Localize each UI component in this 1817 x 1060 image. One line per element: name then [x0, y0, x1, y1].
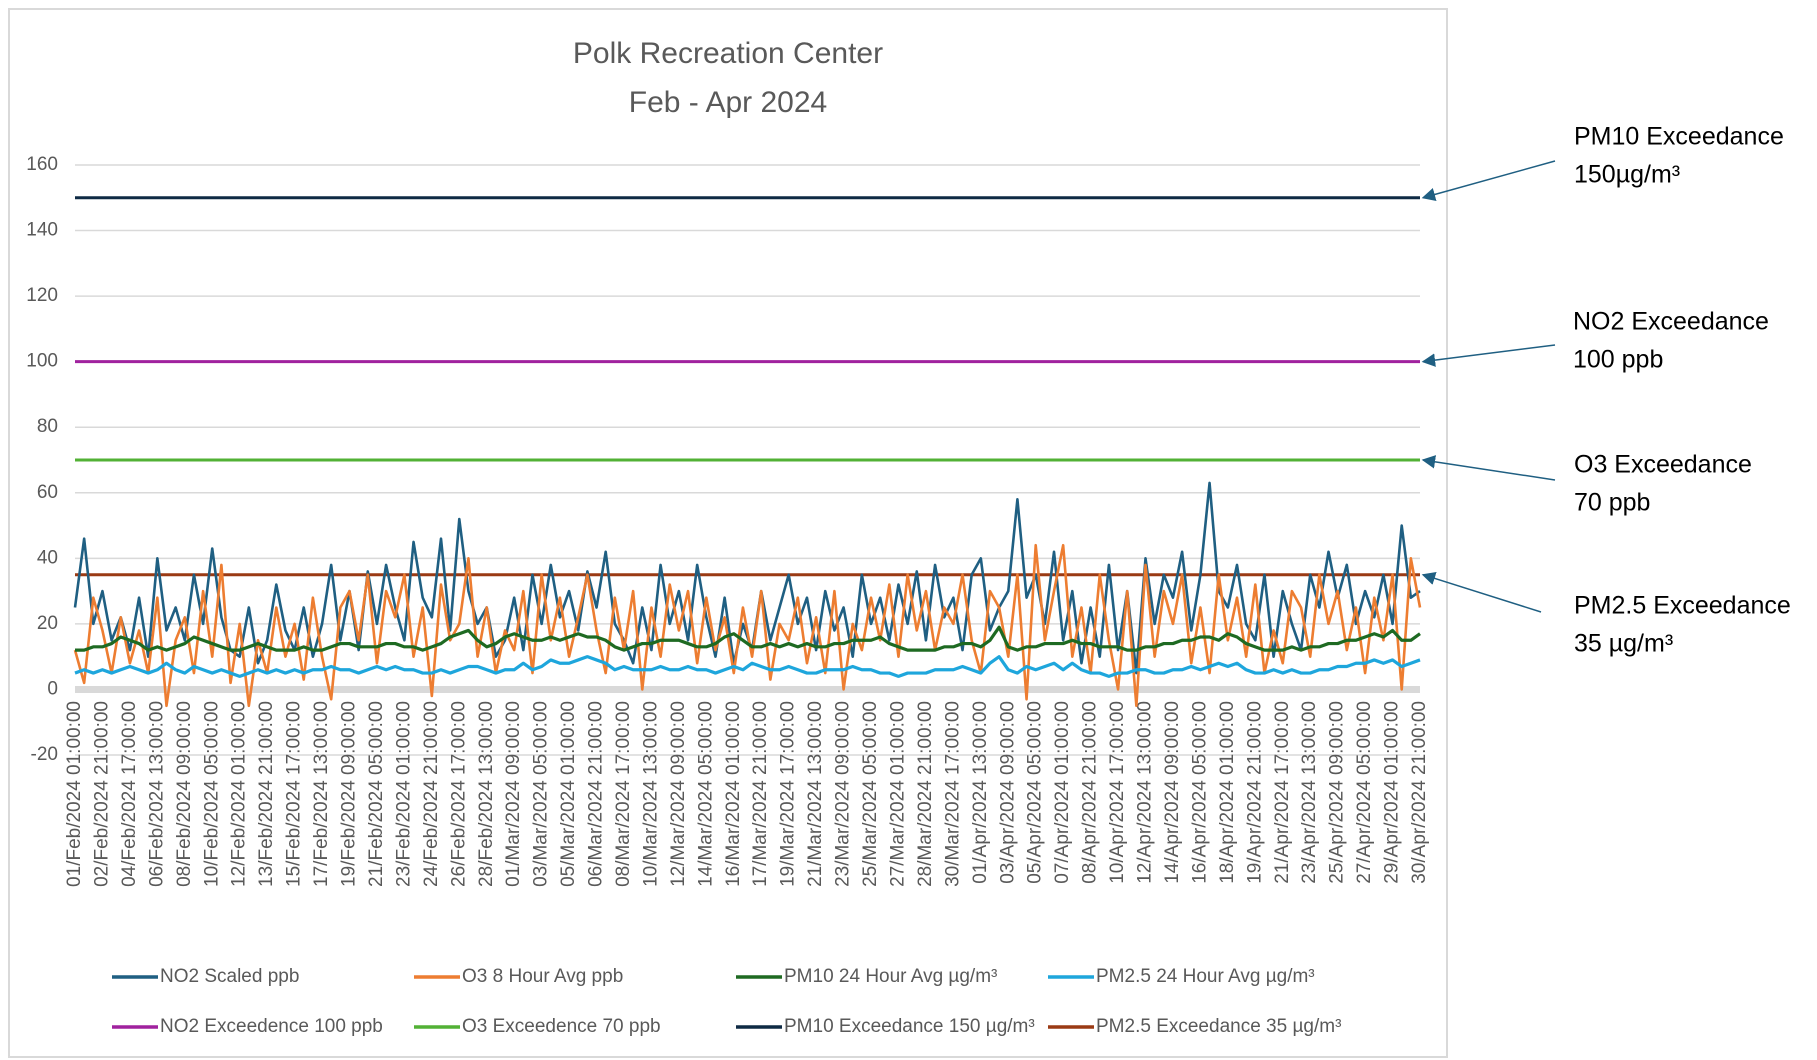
x-tick-label: 25/Apr/2024 09:00:00: [1327, 701, 1348, 884]
x-tick-label: 23/Feb/2024 01:00:00: [393, 701, 414, 887]
x-tick-label: 28/Mar/2024 21:00:00: [915, 701, 936, 887]
y-tick-label: -20: [31, 744, 58, 765]
y-tick-label: 40: [37, 547, 58, 568]
y-tick-label: 20: [37, 613, 58, 634]
x-tick-label: 17/Mar/2024 21:00:00: [750, 701, 771, 887]
x-tick-label: 26/Feb/2024 17:00:00: [448, 701, 469, 887]
x-tick-label: 12/Feb/2024 01:00:00: [229, 701, 250, 887]
legend-label: PM2.5 24 Hour Avg µg/m³: [1096, 966, 1315, 987]
y-tick-label: 80: [37, 416, 58, 437]
annotation: PM10 Exceedance: [1574, 123, 1784, 151]
chart-subtitle: Feb - Apr 2024: [629, 86, 827, 119]
annotation: NO2 Exceedance: [1573, 308, 1769, 336]
x-tick-label: 06/Mar/2024 21:00:00: [586, 701, 607, 887]
y-tick-label: 60: [37, 482, 58, 503]
y-tick-label: 160: [26, 154, 58, 175]
x-tick-label: 01/Apr/2024 13:00:00: [970, 701, 991, 884]
x-tick-label: 30/Mar/2024 17:00:00: [942, 701, 963, 887]
annotation: PM2.5 Exceedance: [1574, 592, 1791, 620]
x-tick-label: 21/Feb/2024 05:00:00: [366, 701, 387, 887]
x-tick-label: 18/Apr/2024 01:00:00: [1217, 701, 1238, 884]
x-tick-label: 28/Feb/2024 13:00:00: [476, 701, 497, 887]
x-tick-label: 27/Mar/2024 01:00:00: [887, 701, 908, 887]
x-tick-label: 07/Apr/2024 01:00:00: [1052, 701, 1073, 884]
y-tick-label: 140: [26, 220, 58, 241]
legend-label: O3 8 Hour Avg ppb: [462, 966, 623, 987]
x-tick-label: 19/Mar/2024 17:00:00: [778, 701, 799, 887]
x-tick-label: 19/Feb/2024 09:00:00: [339, 701, 360, 887]
annotation: 100 ppb: [1573, 346, 1663, 374]
y-tick-label: 100: [26, 351, 58, 372]
x-tick-label: 01/Mar/2024 09:00:00: [503, 701, 524, 887]
x-tick-label: 14/Mar/2024 05:00:00: [695, 701, 716, 887]
x-tick-label: 12/Mar/2024 09:00:00: [668, 701, 689, 887]
x-tick-label: 25/Mar/2024 05:00:00: [860, 701, 881, 887]
x-tick-label: 08/Feb/2024 09:00:00: [174, 701, 195, 887]
x-tick-label: 24/Feb/2024 21:00:00: [421, 701, 442, 887]
x-tick-label: 08/Apr/2024 21:00:00: [1080, 701, 1101, 884]
x-tick-label: 05/Apr/2024 05:00:00: [1025, 701, 1046, 884]
x-tick-label: 19/Apr/2024 21:00:00: [1244, 701, 1265, 884]
x-tick-label: 21/Apr/2024 17:00:00: [1272, 701, 1293, 884]
x-tick-label: 21/Mar/2024 13:00:00: [805, 701, 826, 887]
x-tick-label: 03/Apr/2024 09:00:00: [997, 701, 1018, 884]
y-tick-label: 0: [47, 678, 58, 699]
chart-frame: [8, 8, 1448, 1058]
x-tick-label: 10/Feb/2024 05:00:00: [201, 701, 222, 887]
legend-label: NO2 Scaled ppb: [160, 966, 299, 987]
x-tick-label: 23/Mar/2024 09:00:00: [833, 701, 854, 887]
x-tick-label: 03/Mar/2024 05:00:00: [531, 701, 552, 887]
x-tick-label: 04/Feb/2024 17:00:00: [119, 701, 140, 887]
x-tick-label: 01/Feb/2024 01:00:00: [64, 701, 85, 887]
y-tick-label: 120: [26, 285, 58, 306]
x-tick-label: 10/Apr/2024 17:00:00: [1107, 701, 1128, 884]
x-tick-label: 23/Apr/2024 13:00:00: [1299, 701, 1320, 884]
legend-label: PM2.5 Exceedance 35 µg/m³: [1096, 1016, 1341, 1037]
x-tick-label: 08/Mar/2024 17:00:00: [613, 701, 634, 887]
annotation-arrow: [1421, 160, 1556, 202]
x-tick-label: 29/Apr/2024 01:00:00: [1382, 701, 1403, 884]
x-tick-label: 30/Apr/2024 21:00:00: [1409, 701, 1430, 884]
x-tick-label: 13/Feb/2024 21:00:00: [256, 701, 277, 887]
x-tick-label: 14/Apr/2024 09:00:00: [1162, 701, 1183, 884]
annotation: 70 ppb: [1574, 489, 1650, 517]
annotation-arrow: [1421, 455, 1556, 481]
annotation-arrow: [1421, 571, 1542, 613]
x-tick-label: 15/Feb/2024 17:00:00: [284, 701, 305, 887]
x-tick-label: 17/Feb/2024 13:00:00: [311, 701, 332, 887]
x-tick-label: 27/Apr/2024 05:00:00: [1354, 701, 1375, 884]
x-tick-label: 12/Apr/2024 13:00:00: [1135, 701, 1156, 884]
annotation-arrow: [1421, 344, 1556, 367]
x-tick-label: 16/Mar/2024 01:00:00: [723, 701, 744, 887]
x-tick-label: 06/Feb/2024 13:00:00: [146, 701, 167, 887]
legend-label: O3 Exceedence 70 ppb: [462, 1016, 661, 1037]
series-line: [73, 543, 1422, 708]
legend-label: PM10 24 Hour Avg µg/m³: [784, 966, 997, 987]
annotation: 150µg/m³: [1574, 161, 1680, 189]
x-tick-label: 16/Apr/2024 05:00:00: [1189, 701, 1210, 884]
annotation: O3 Exceedance: [1574, 451, 1752, 479]
legend-label: NO2 Exceedence 100 ppb: [160, 1016, 383, 1037]
x-tick-label: 02/Feb/2024 21:00:00: [91, 701, 112, 887]
annotation: 35 µg/m³: [1574, 630, 1673, 658]
legend-label: PM10 Exceedance 150 µg/m³: [784, 1016, 1035, 1037]
x-tick-label: 10/Mar/2024 13:00:00: [640, 701, 661, 887]
series-line: [75, 625, 1421, 652]
x-tick-label: 05/Mar/2024 01:00:00: [558, 701, 579, 887]
chart-title: Polk Recreation Center: [573, 37, 883, 70]
series-line: [74, 655, 1421, 678]
